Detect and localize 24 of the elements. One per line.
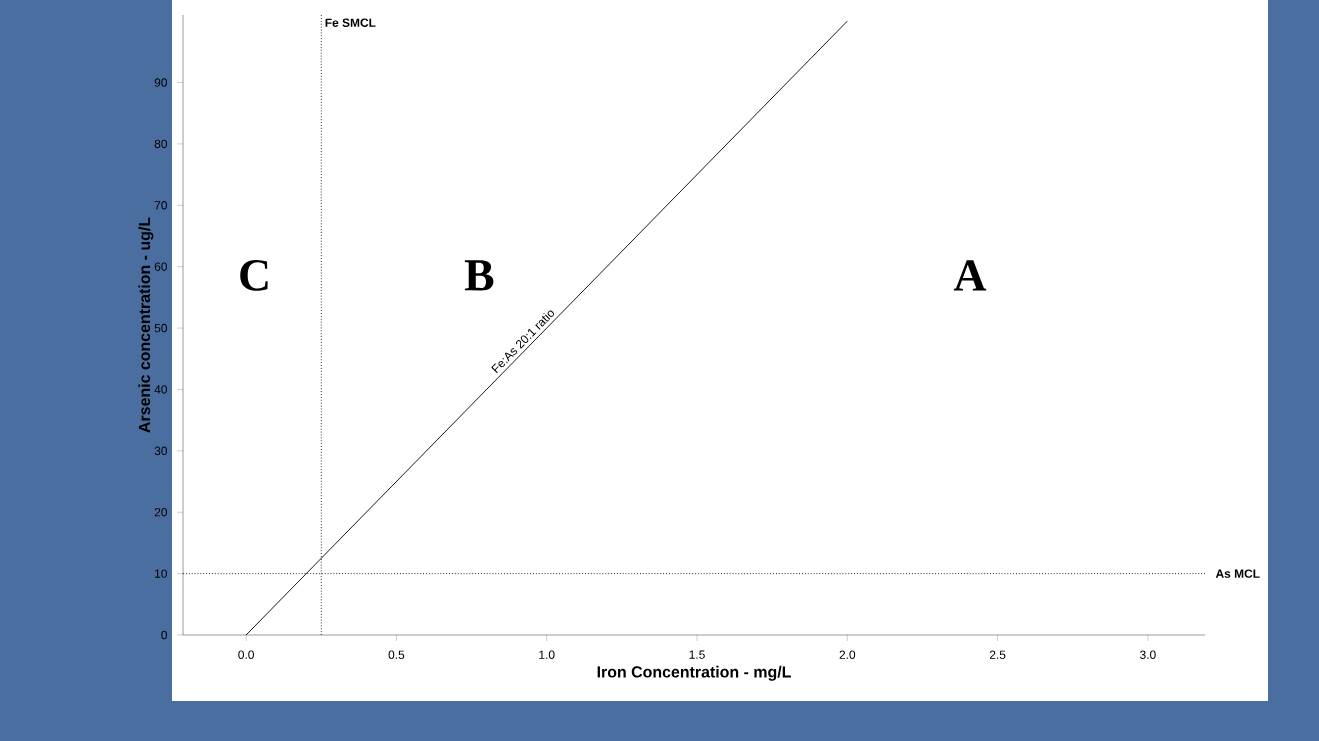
annotation: A: [953, 260, 987, 291]
y-tick-label: 20: [154, 508, 168, 517]
y-tick-label: 60: [154, 262, 168, 271]
y-tick-label: 70: [154, 201, 168, 210]
x-tick-label: 1.5: [689, 650, 705, 659]
x-tick-label: 2.0: [839, 650, 856, 659]
y-tick-label: 10: [155, 569, 168, 578]
x-tick-label: 0.5: [388, 650, 405, 659]
y-tick-label: 40: [154, 385, 168, 394]
x-tick-label: 0.0: [238, 650, 254, 659]
x-tick-label: 1.0: [539, 650, 555, 659]
annotation: B: [464, 260, 494, 291]
x-tick-label: 2.5: [989, 650, 1006, 659]
y-tick-label: 80: [154, 139, 168, 149]
y-tick-label: 0: [161, 630, 168, 640]
y-tick-label: 30: [154, 446, 168, 456]
ref-line-label: Fe SMCL: [325, 18, 376, 27]
ref-line-label: As MCL: [1215, 569, 1260, 578]
x-axis-title: Iron Concentration - mg/L: [597, 665, 791, 681]
y-tick-label: 90: [154, 78, 168, 87]
x-tick-label: 3.0: [1140, 650, 1156, 659]
y-axis-title: Arsenic concentration - ug/L: [138, 217, 154, 433]
y-tick-label: 50: [154, 323, 168, 333]
annotation: C: [240, 260, 268, 291]
